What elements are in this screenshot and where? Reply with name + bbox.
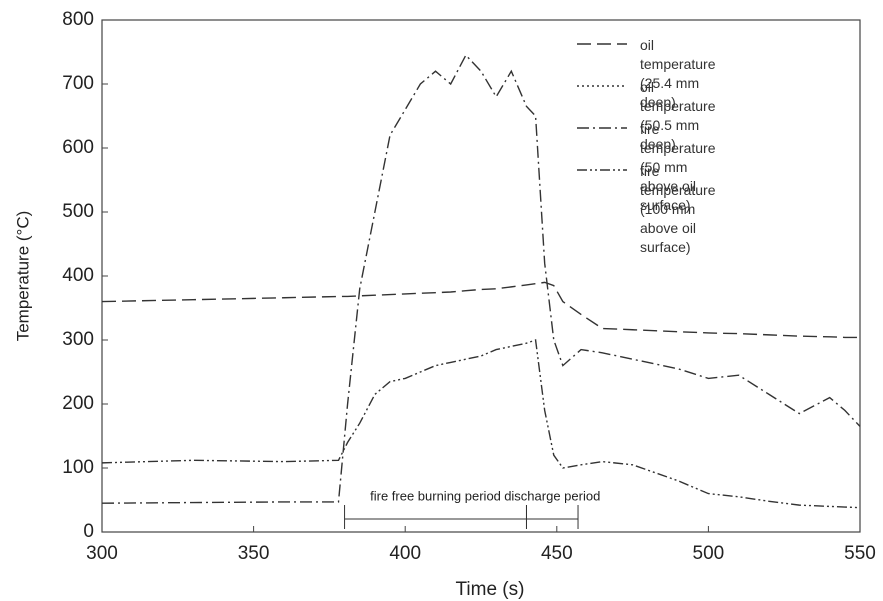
legend-swatch [577,127,627,129]
y-tick-label: 100 [62,457,94,478]
x-tick-label: 550 [844,543,876,564]
y-tick-label: 400 [62,265,94,286]
legend-swatch [577,85,627,87]
y-tick-label: 300 [62,329,94,350]
legend-entry: oil temperature (50.5 mm deep) [575,78,715,152]
series-line [101,54,861,504]
x-axis-label: Time (s) [456,579,525,600]
legend-entry: fire temperature (50 mm above oil surfac… [575,120,715,213]
legend-label: oil temperature (25.4 mm deep) [640,37,716,110]
annotation-text: discharge period [504,488,600,503]
x-tick-label: 500 [693,543,725,564]
series-line [101,281,860,339]
legend-entry: oil temperature (25.4 mm deep) [575,36,715,110]
x-tick-label: 350 [238,543,270,564]
legend-label: fire temperature (50 mm above oil surfac… [640,121,716,213]
y-tick-label: 200 [62,393,94,414]
legend-swatch [577,43,627,45]
legend-label: oil temperature (50.5 mm deep) [640,79,716,152]
y-tick-label: 800 [62,9,94,30]
legend-swatch [577,169,627,171]
annotation-text: fire free burning period [370,488,501,503]
x-tick-label: 300 [86,543,118,564]
legend-label: fire temperature (100 mm above oil surfa… [640,163,716,255]
y-tick-label: 0 [83,521,94,542]
x-tick-label: 400 [389,543,421,564]
y-axis-label: Temperature (°C) [13,211,32,342]
y-tick-label: 600 [62,137,94,158]
y-tick-label: 700 [62,73,94,94]
legend-entry: fire temperature (100 mm above oil surfa… [575,162,715,255]
x-tick-label: 450 [541,543,573,564]
legend: oil temperature (25.4 mm deep) oil temper… [575,36,715,255]
y-tick-label: 500 [62,201,94,222]
plot-frame [101,19,861,533]
series-line [101,339,861,509]
